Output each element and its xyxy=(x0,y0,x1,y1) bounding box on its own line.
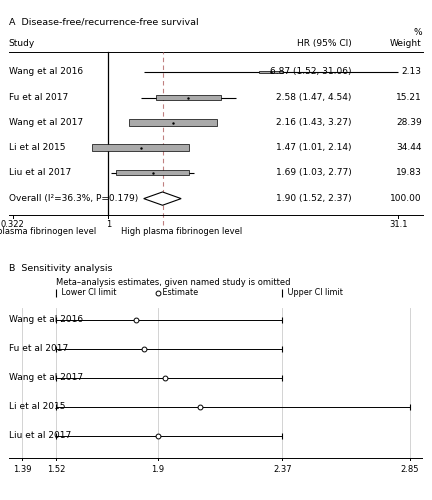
Text: Wang et al 2016: Wang et al 2016 xyxy=(9,315,83,324)
Text: 2.85: 2.85 xyxy=(401,465,419,474)
Text: 2.37: 2.37 xyxy=(273,465,292,474)
FancyBboxPatch shape xyxy=(156,96,221,100)
Text: 19.83: 19.83 xyxy=(396,168,422,177)
Text: Overall (I²=36.3%, P=0.179): Overall (I²=36.3%, P=0.179) xyxy=(9,194,138,203)
Polygon shape xyxy=(144,192,181,205)
Text: 34.44: 34.44 xyxy=(396,143,422,152)
Text: Fu et al 2017: Fu et al 2017 xyxy=(9,344,68,353)
Text: Lower CI limit: Lower CI limit xyxy=(59,288,117,298)
Text: Liu et al 2017: Liu et al 2017 xyxy=(9,432,71,440)
Text: Wang et al 2016: Wang et al 2016 xyxy=(9,67,83,76)
Text: 1.9: 1.9 xyxy=(151,465,164,474)
Text: A  Disease-free/recurrence-free survival: A Disease-free/recurrence-free survival xyxy=(9,17,198,26)
Text: Fu et al 2017: Fu et al 2017 xyxy=(9,94,68,102)
Text: Study: Study xyxy=(9,38,35,48)
Text: 6.87 (1.52, 31.06): 6.87 (1.52, 31.06) xyxy=(270,67,352,76)
Text: Li et al 2015: Li et al 2015 xyxy=(9,402,65,411)
Text: 1.90 (1.52, 2.37): 1.90 (1.52, 2.37) xyxy=(276,194,352,203)
Text: Weight: Weight xyxy=(390,38,422,48)
FancyBboxPatch shape xyxy=(129,119,217,126)
Text: 0.322: 0.322 xyxy=(1,220,25,229)
Text: 100.00: 100.00 xyxy=(390,194,422,203)
Text: 2.16 (1.43, 3.27): 2.16 (1.43, 3.27) xyxy=(276,118,352,127)
Text: Wang et al 2017: Wang et al 2017 xyxy=(9,118,83,127)
Text: Estimate: Estimate xyxy=(160,288,198,298)
Text: 2.58 (1.47, 4.54): 2.58 (1.47, 4.54) xyxy=(276,94,352,102)
Text: HR (95% CI): HR (95% CI) xyxy=(297,38,352,48)
Text: B  Sensitivity analysis: B Sensitivity analysis xyxy=(9,264,112,273)
Text: High plasma fibrinogen level: High plasma fibrinogen level xyxy=(121,227,242,236)
Text: 31.1: 31.1 xyxy=(389,220,407,229)
Text: Liu et al 2017: Liu et al 2017 xyxy=(9,168,71,177)
FancyBboxPatch shape xyxy=(116,170,190,175)
Text: 1.39: 1.39 xyxy=(13,465,31,474)
FancyBboxPatch shape xyxy=(92,144,189,152)
Text: 1.52: 1.52 xyxy=(48,465,66,474)
Text: %: % xyxy=(413,28,422,37)
Text: Li et al 2015: Li et al 2015 xyxy=(9,143,65,152)
FancyBboxPatch shape xyxy=(259,70,283,72)
Text: Meta–analysis estimates, given named study is omitted: Meta–analysis estimates, given named stu… xyxy=(57,278,291,286)
Text: 1.47 (1.01, 2.14): 1.47 (1.01, 2.14) xyxy=(276,143,352,152)
Text: 15.21: 15.21 xyxy=(396,94,422,102)
Text: 28.39: 28.39 xyxy=(396,118,422,127)
Text: Normal plasma fibrinogen level: Normal plasma fibrinogen level xyxy=(0,227,96,236)
Text: 2.13: 2.13 xyxy=(402,67,422,76)
Text: Upper CI limit: Upper CI limit xyxy=(285,288,343,298)
Text: 1.69 (1.03, 2.77): 1.69 (1.03, 2.77) xyxy=(276,168,352,177)
Text: Wang et al 2017: Wang et al 2017 xyxy=(9,373,83,382)
Text: 1: 1 xyxy=(106,220,111,229)
